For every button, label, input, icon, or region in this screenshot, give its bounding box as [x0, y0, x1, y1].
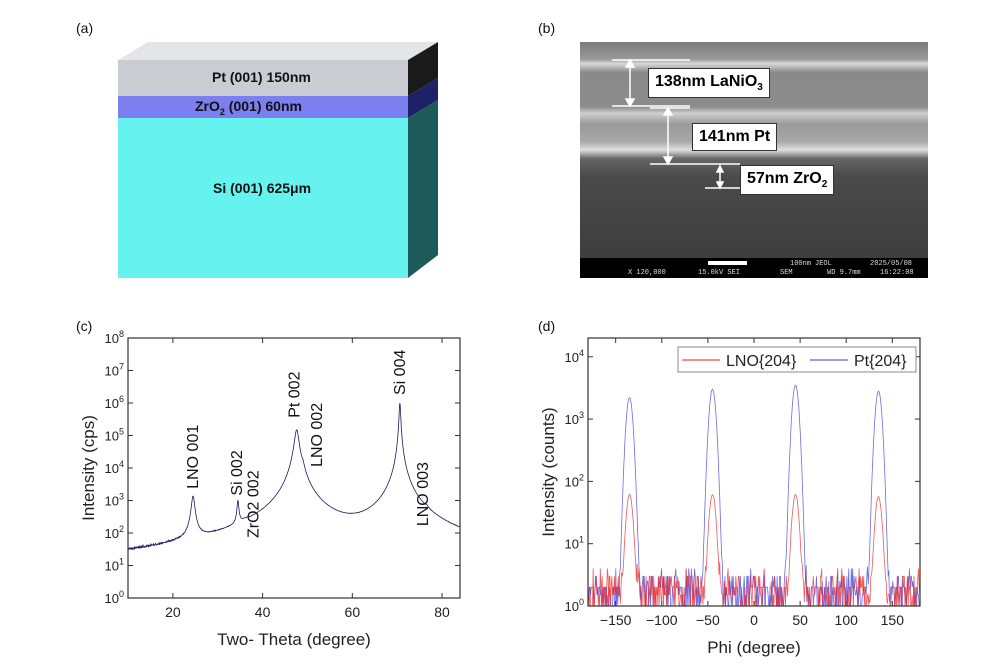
zro2-layer — [118, 96, 408, 118]
x-tick-label: 100 — [835, 612, 859, 628]
x-tick-label: 50 — [792, 612, 808, 628]
y-tick-label: 103 — [565, 410, 584, 427]
layer-label-si: Si (001) 625μm — [213, 180, 312, 196]
sem-date: 2025/05/08 — [870, 260, 913, 268]
y-tick-label: 104 — [105, 459, 124, 476]
si-layer — [118, 118, 408, 278]
panel-label-d: (d) — [538, 318, 556, 334]
sem-info-bar — [580, 258, 928, 278]
plot-frame — [587, 337, 921, 607]
x-tick-label: 150 — [881, 612, 905, 628]
sem-kv: 15.0kV SEI — [698, 269, 741, 277]
plot-frame — [127, 337, 461, 599]
sem-mag: X 120,000 — [628, 269, 666, 277]
y-tick-label: 106 — [105, 394, 124, 411]
stack-top-face — [118, 42, 438, 60]
annotation-pt: 141nm Pt — [692, 123, 778, 151]
sem-mode: SEM — [780, 269, 793, 277]
y-tick-label: 100 — [565, 597, 584, 614]
thickness-arrows — [612, 58, 740, 190]
peak-label: LNO 002 — [309, 403, 326, 467]
x-axis-label: Phi (degree) — [707, 638, 801, 657]
peak-label: Si 004 — [392, 350, 409, 395]
x-tick-label: −150 — [600, 612, 632, 628]
peak-label: LNO 003 — [415, 462, 432, 526]
panel-label-c: (c) — [76, 318, 93, 334]
peak-label: ZrO2 002 — [246, 470, 263, 538]
sem-info-text: 100nm JEOL 2025/05/08 X 120,000 15.0kV S… — [580, 258, 928, 278]
x-tick-label: 0 — [750, 612, 758, 628]
annotation-lanio3: 138nm LaNiO3 — [648, 68, 770, 99]
zro2-side — [408, 78, 438, 118]
y-tick-label: 102 — [565, 472, 584, 489]
sem-wd: WD 9.7mm — [827, 269, 861, 277]
x-tick-label: −100 — [646, 612, 678, 628]
y-tick-label: 107 — [105, 362, 124, 379]
scale-bar — [708, 261, 747, 265]
sem-scale: 100nm — [790, 260, 812, 268]
y-tick-label: 101 — [105, 557, 124, 574]
sem-time: 16:22:08 — [880, 269, 914, 277]
panel-label-b: (b) — [538, 20, 556, 36]
layer-label-zro2: ZrO2 (001) 60nm — [195, 98, 302, 117]
y-axis-label: Intensity (cps) — [79, 415, 98, 521]
x-tick-label: 80 — [434, 604, 450, 620]
legend-label: LNO{204} — [726, 353, 797, 370]
x-tick-label: 60 — [345, 604, 361, 620]
panel-label-a: (a) — [76, 20, 94, 36]
pt-layer — [118, 60, 408, 96]
y-tick-label: 105 — [105, 427, 124, 444]
series-line-LNO204 — [587, 493, 921, 607]
peak-label: Pt 002 — [287, 371, 304, 417]
y-tick-label: 100 — [105, 589, 124, 606]
legend-label: Pt{204} — [854, 353, 907, 370]
y-tick-label: 104 — [565, 348, 584, 365]
x-axis-label: Two- Theta (degree) — [217, 630, 371, 649]
y-tick-label: 103 — [105, 492, 124, 509]
annotation-zro2: 57nm ZrO2 — [740, 165, 835, 196]
x-tick-label: 40 — [255, 604, 271, 620]
y-tick-label: 101 — [565, 535, 584, 552]
sem-brand: JEOL — [815, 260, 832, 268]
y-tick-label: 108 — [105, 329, 124, 346]
peak-label: LNO 001 — [185, 425, 202, 489]
y-axis-label: Intensity (counts) — [539, 407, 558, 536]
peak-label: Si 002 — [229, 450, 246, 495]
xrd-pattern-line — [127, 402, 461, 551]
si-side — [408, 100, 438, 278]
x-tick-label: 20 — [165, 604, 181, 620]
x-tick-label: −50 — [696, 612, 720, 628]
layer-label-pt: Pt (001) 150nm — [212, 69, 311, 85]
y-tick-label: 102 — [105, 524, 124, 541]
